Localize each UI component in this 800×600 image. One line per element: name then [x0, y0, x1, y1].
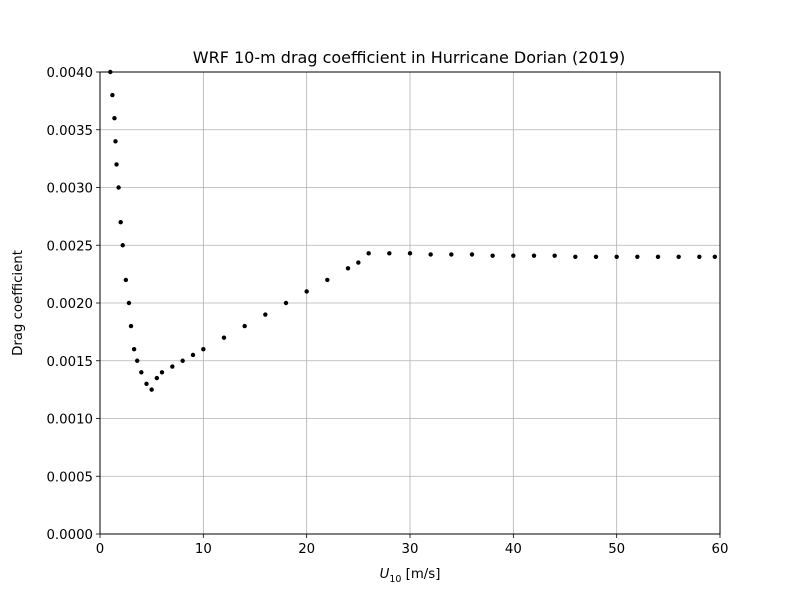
y-tick-label: 0.0040 — [46, 66, 93, 81]
y-axis: 0.0000 0.0005 0.0010 0.0015 0.0020 0.0025 0.00… — [46, 66, 100, 543]
data-point — [112, 116, 117, 121]
data-point — [170, 364, 175, 369]
data-point — [345, 266, 351, 271]
x-tick-label: 0 — [96, 542, 104, 557]
data-point — [221, 335, 227, 340]
x-tick-label: 20 — [298, 542, 315, 557]
data-point — [531, 253, 537, 258]
data-point — [113, 139, 118, 144]
data-point — [635, 254, 640, 259]
data-point — [126, 300, 132, 306]
data-point — [712, 254, 718, 259]
data-point — [128, 323, 134, 329]
data-point — [139, 370, 144, 375]
data-point — [552, 253, 557, 258]
x-tick-label: 40 — [505, 542, 522, 557]
y-tick-label: 0.0025 — [46, 239, 93, 254]
chart-title: WRF 10-m drag coefficient in Hurricane D… — [193, 48, 626, 67]
data-point — [135, 358, 140, 363]
x-tick-label: 10 — [195, 542, 212, 557]
x-tick-label: 60 — [712, 542, 729, 557]
data-point — [180, 358, 185, 363]
x-axis-label: U10 [m/s] — [380, 567, 441, 585]
y-tick-label: 0.0000 — [46, 528, 93, 543]
data-point — [131, 347, 137, 352]
data-point — [116, 185, 121, 190]
data-point — [573, 254, 578, 259]
data-point — [190, 352, 196, 358]
data-point — [428, 252, 433, 257]
data-point — [614, 254, 619, 259]
data-point — [110, 92, 115, 98]
x-axis-label-unit: [m/s] — [401, 567, 440, 582]
data-point — [149, 387, 154, 392]
y-tick-label: 0.0005 — [46, 470, 93, 485]
data-point — [511, 253, 516, 258]
data-point — [120, 243, 125, 248]
data-point — [407, 251, 413, 256]
y-tick-label: 0.0035 — [46, 124, 93, 139]
data-point — [242, 323, 247, 329]
x-axis-label-subscript: 10 — [389, 574, 401, 585]
data-point — [676, 254, 681, 259]
data-point — [593, 254, 599, 259]
y-tick-label: 0.0015 — [46, 355, 93, 370]
y-tick-label: 0.0010 — [46, 413, 93, 428]
y-axis-label: Drag coefficient — [11, 250, 26, 356]
data-point — [655, 254, 661, 259]
data-point — [449, 252, 454, 257]
data-point — [201, 347, 206, 352]
data-point — [490, 253, 495, 258]
x-axis: 0 10 20 30 40 50 60 — [96, 534, 729, 557]
data-point — [144, 381, 149, 387]
data-point — [469, 252, 475, 257]
data-point — [118, 219, 123, 225]
y-tick-label: 0.0030 — [46, 182, 93, 197]
data-point — [366, 251, 371, 256]
data-point — [114, 162, 119, 167]
data-point — [697, 254, 702, 259]
data-point — [263, 312, 268, 317]
x-axis-label-main: U — [380, 567, 390, 582]
data-points — [108, 69, 718, 392]
grid — [99, 71, 721, 535]
data-point — [283, 300, 289, 306]
x-tick-label: 30 — [402, 542, 419, 557]
data-point — [304, 289, 309, 294]
data-point — [356, 260, 361, 265]
x-tick-label: 50 — [608, 542, 625, 557]
data-point — [159, 370, 165, 375]
data-point — [123, 277, 129, 283]
y-tick-label: 0.0020 — [46, 297, 93, 312]
data-point — [154, 375, 160, 381]
data-point — [325, 277, 330, 283]
data-point — [387, 251, 392, 256]
